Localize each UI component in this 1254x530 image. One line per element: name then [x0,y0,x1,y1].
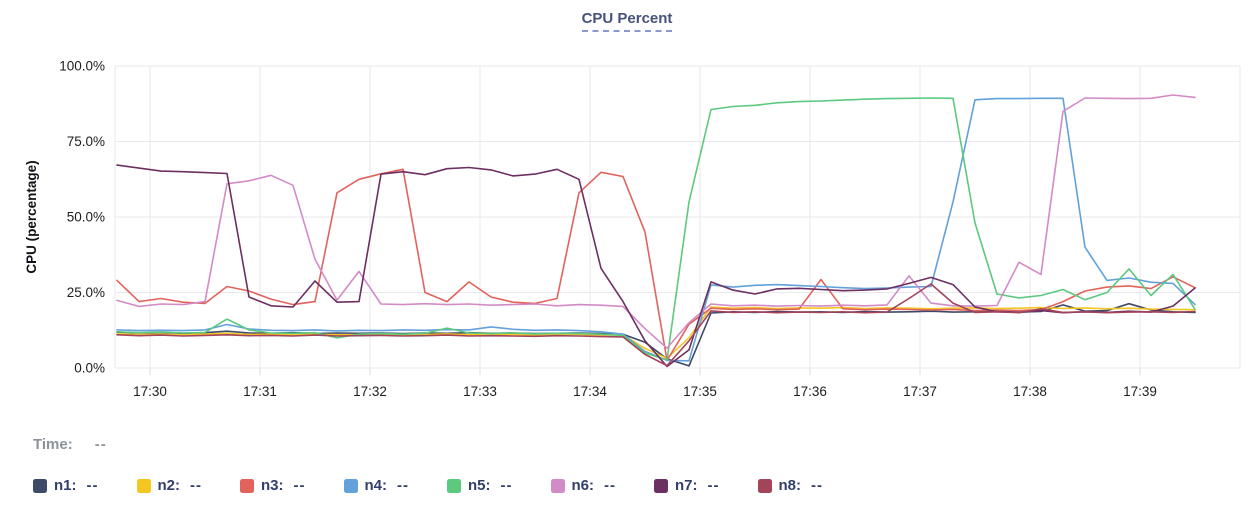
legend-item-n2[interactable]: n2: -- [136,477,241,494]
legend-value: -- [707,477,720,494]
legend-swatch-n3 [240,478,254,493]
legend-value: -- [500,477,513,494]
x-tick-label: 17:37 [903,384,937,399]
time-label: Time: [33,436,73,453]
legend-value: -- [190,477,202,494]
x-tick-label: 17:35 [683,384,717,399]
legend-swatch-n2 [136,478,151,493]
series-line-n4 [116,97,1196,362]
legend-label: n8: [778,477,802,494]
legend-value: -- [293,477,306,494]
y-tick-label: 100.0% [59,59,105,74]
y-tick-label: 50.0% [67,210,105,225]
legend-value: -- [397,477,409,494]
chart-title[interactable]: CPU Percent [581,10,673,32]
legend-item-n6[interactable]: n6: -- [550,477,655,494]
legend-label: n1: [54,477,77,494]
y-tick-label: 75.0% [67,134,105,149]
time-value: -- [94,436,107,453]
legend-swatch-n7 [654,478,668,493]
legend-swatch-n8 [757,478,772,493]
chart-legend: n1: -- n2: -- n3: -- n4: -- n5: -- n6: -- n7: -- n8: -- [33,477,861,494]
legend-label: n2: [157,477,181,494]
chart-title-wrap: CPU Percent [0,10,1254,32]
y-tick-label: 25.0% [67,285,105,300]
series-line-n3 [116,168,1196,362]
legend-item-n8[interactable]: n8: -- [757,477,862,494]
series-line-n5 [116,97,1196,361]
legend-item-n3[interactable]: n3: -- [240,477,344,494]
x-tick-label: 17:39 [1123,384,1157,399]
y-axis-title: CPU (percentage) [24,160,39,273]
legend-swatch-n5 [447,478,461,493]
cpu-percent-chart[interactable]: 100.0% 75.0% 50.0% 25.0% 0.0% 17:30 17:31 17:32… [0,34,1254,430]
legend-label: n3: [261,477,284,494]
legend-swatch-n1 [33,478,47,493]
x-tick-label: 17:32 [353,384,387,399]
x-tick-label: 17:38 [1013,384,1047,399]
x-tick-label: 17:30 [133,384,167,399]
legend-item-n1[interactable]: n1: -- [33,477,137,494]
legend-swatch-n4 [343,478,358,493]
legend-value: -- [604,477,616,494]
legend-item-n4[interactable]: n4: -- [343,477,448,494]
series-line-n8 [116,283,1196,367]
series-line-n6 [116,94,1196,349]
time-readout-row: Time: -- [33,436,107,453]
legend-item-n7[interactable]: n7: -- [654,477,758,494]
x-tick-label: 17:34 [573,384,607,399]
x-tick-label: 17:33 [463,384,497,399]
legend-label: n7: [675,477,698,494]
legend-label: n4: [364,477,388,494]
x-tick-label: 17:36 [793,384,827,399]
legend-label: n5: [468,477,491,494]
x-tick-label: 17:31 [243,384,277,399]
legend-swatch-n6 [550,478,565,493]
legend-label: n6: [571,477,595,494]
legend-value: -- [86,477,99,494]
y-tick-label: 0.0% [74,361,105,376]
legend-item-n5[interactable]: n5: -- [447,477,551,494]
legend-value: -- [811,477,823,494]
